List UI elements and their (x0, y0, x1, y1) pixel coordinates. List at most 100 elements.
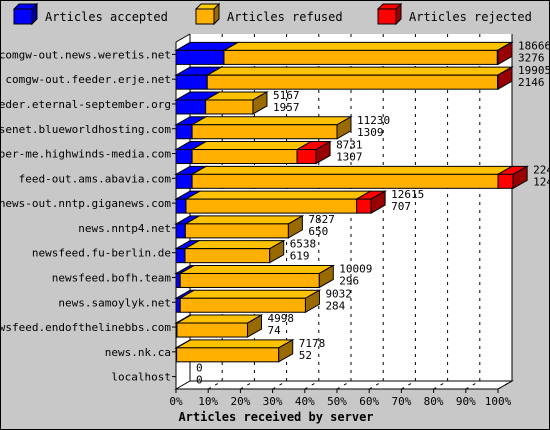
x-tick-label: 60% (359, 395, 379, 408)
legend-swatch (195, 8, 215, 25)
bar-refused-top (183, 240, 286, 250)
bar-refused-face (191, 173, 499, 189)
accepted-label: 1307 (336, 151, 363, 164)
bar-accepted-face (175, 74, 208, 90)
bar-refused (178, 264, 336, 289)
legend-label: Articles accepted (45, 10, 168, 24)
category-label: feeder.eternal-september.org (0, 98, 171, 111)
category-label: voer-me.highwinds-media.com (0, 148, 171, 161)
total-label: 18666 (518, 39, 550, 52)
bar-refused-side (278, 338, 294, 363)
bar-refused (205, 66, 514, 90)
bar-rejected (495, 41, 514, 66)
bar-refused (203, 91, 269, 115)
total-label: 0 (196, 362, 203, 375)
accepted-label: 296 (339, 274, 359, 287)
bar-refused-side (304, 289, 320, 314)
accepted-label: 74 (267, 324, 281, 337)
category-label: comgw-out.news.weretis.net (0, 48, 171, 61)
bar-refused (183, 215, 305, 239)
x-tick-label: 70% (391, 395, 411, 408)
bar-refused-top (222, 41, 514, 51)
bar-refused (183, 239, 286, 264)
legend-item: Articles rejected (376, 2, 532, 26)
bar-refused (178, 289, 322, 314)
bar-refused-face (176, 322, 248, 338)
bar-refused-face (191, 124, 338, 140)
bar-rejected (354, 190, 388, 214)
x-tick-label: 20% (230, 395, 250, 408)
bar-refused-face (223, 49, 498, 65)
bar-refused-top (205, 66, 514, 76)
total-label: 10009 (339, 262, 372, 275)
x-tick-label: 10% (198, 395, 218, 408)
accepted-label: 707 (391, 200, 411, 213)
category-label: news.nk.ca (105, 346, 171, 359)
total-label: 6538 (290, 238, 317, 251)
x-tick-label: 30% (263, 395, 283, 408)
bar-accepted-face (175, 124, 193, 140)
bar-refused-side (252, 91, 268, 115)
x-tick-label: 40% (295, 395, 315, 408)
bar-refused-face (179, 297, 306, 313)
legend-label: Articles refused (227, 10, 343, 24)
category-label: localhost (111, 371, 171, 384)
grid-line-floor (465, 380, 481, 390)
grid-line-floor (336, 380, 352, 390)
x-axis-title: Articles received by server (178, 410, 373, 424)
bar-refused-top (174, 339, 295, 349)
grid-line-floor (401, 380, 416, 390)
accepted-label: 1309 (357, 126, 384, 139)
bar-refused-face (179, 272, 320, 288)
legend-item: Articles refused (194, 2, 343, 26)
bar-rejected-face (356, 198, 372, 214)
category-label: comgw-out.feeder.erje.net (5, 73, 171, 86)
bar-refused (190, 165, 514, 189)
category-label: feed-out.ams.abavia.com (19, 172, 172, 185)
total-label: 7827 (308, 213, 335, 226)
bar-accepted-face (175, 248, 186, 264)
bar-refused-side (246, 314, 262, 338)
bar-refused (174, 338, 295, 363)
bar-row: feed-out.ams.abavia.com 224881245 (19, 163, 550, 190)
total-label: 9032 (325, 287, 352, 300)
bar-refused-top (190, 141, 313, 151)
legend: Articles accepted Articles refused Article… (12, 2, 532, 26)
bar-refused (222, 41, 514, 65)
x-tick-label: 50% (327, 395, 347, 408)
grid-line-floor (497, 380, 513, 390)
bar-refused-face (184, 223, 289, 239)
bar-refused (190, 141, 313, 165)
bar-refused (190, 115, 353, 140)
accepted-label: 52 (299, 349, 312, 362)
bar-rejected-side (512, 165, 528, 190)
legend-label: Articles rejected (409, 10, 532, 24)
bar-rejected-side (370, 190, 386, 214)
bar-refused-side (336, 115, 352, 140)
category-label: news-out.nntp.giganews.com (0, 197, 171, 210)
bar-rejected-face (296, 149, 317, 165)
accepted-label: 650 (308, 225, 328, 238)
bar-accepted-face (175, 198, 187, 214)
legend-swatch (13, 8, 33, 25)
total-label: 11230 (357, 114, 390, 127)
bar-refused-face (205, 99, 254, 115)
total-label: 7178 (299, 337, 326, 350)
bar-rejected-face (497, 173, 514, 189)
bar-accepted-face (175, 173, 193, 189)
x-tick-label: 80% (424, 395, 444, 408)
bar-refused-top (178, 264, 336, 274)
bar-refused-face (206, 74, 499, 90)
category-label: news.samoylyk.net (58, 296, 171, 309)
bar-refused (175, 314, 264, 338)
x-tick-label: 100% (485, 395, 512, 408)
total-label: 22488 (533, 163, 550, 176)
accepted-label: 0 (196, 374, 203, 387)
grid-line-floor (433, 380, 448, 390)
